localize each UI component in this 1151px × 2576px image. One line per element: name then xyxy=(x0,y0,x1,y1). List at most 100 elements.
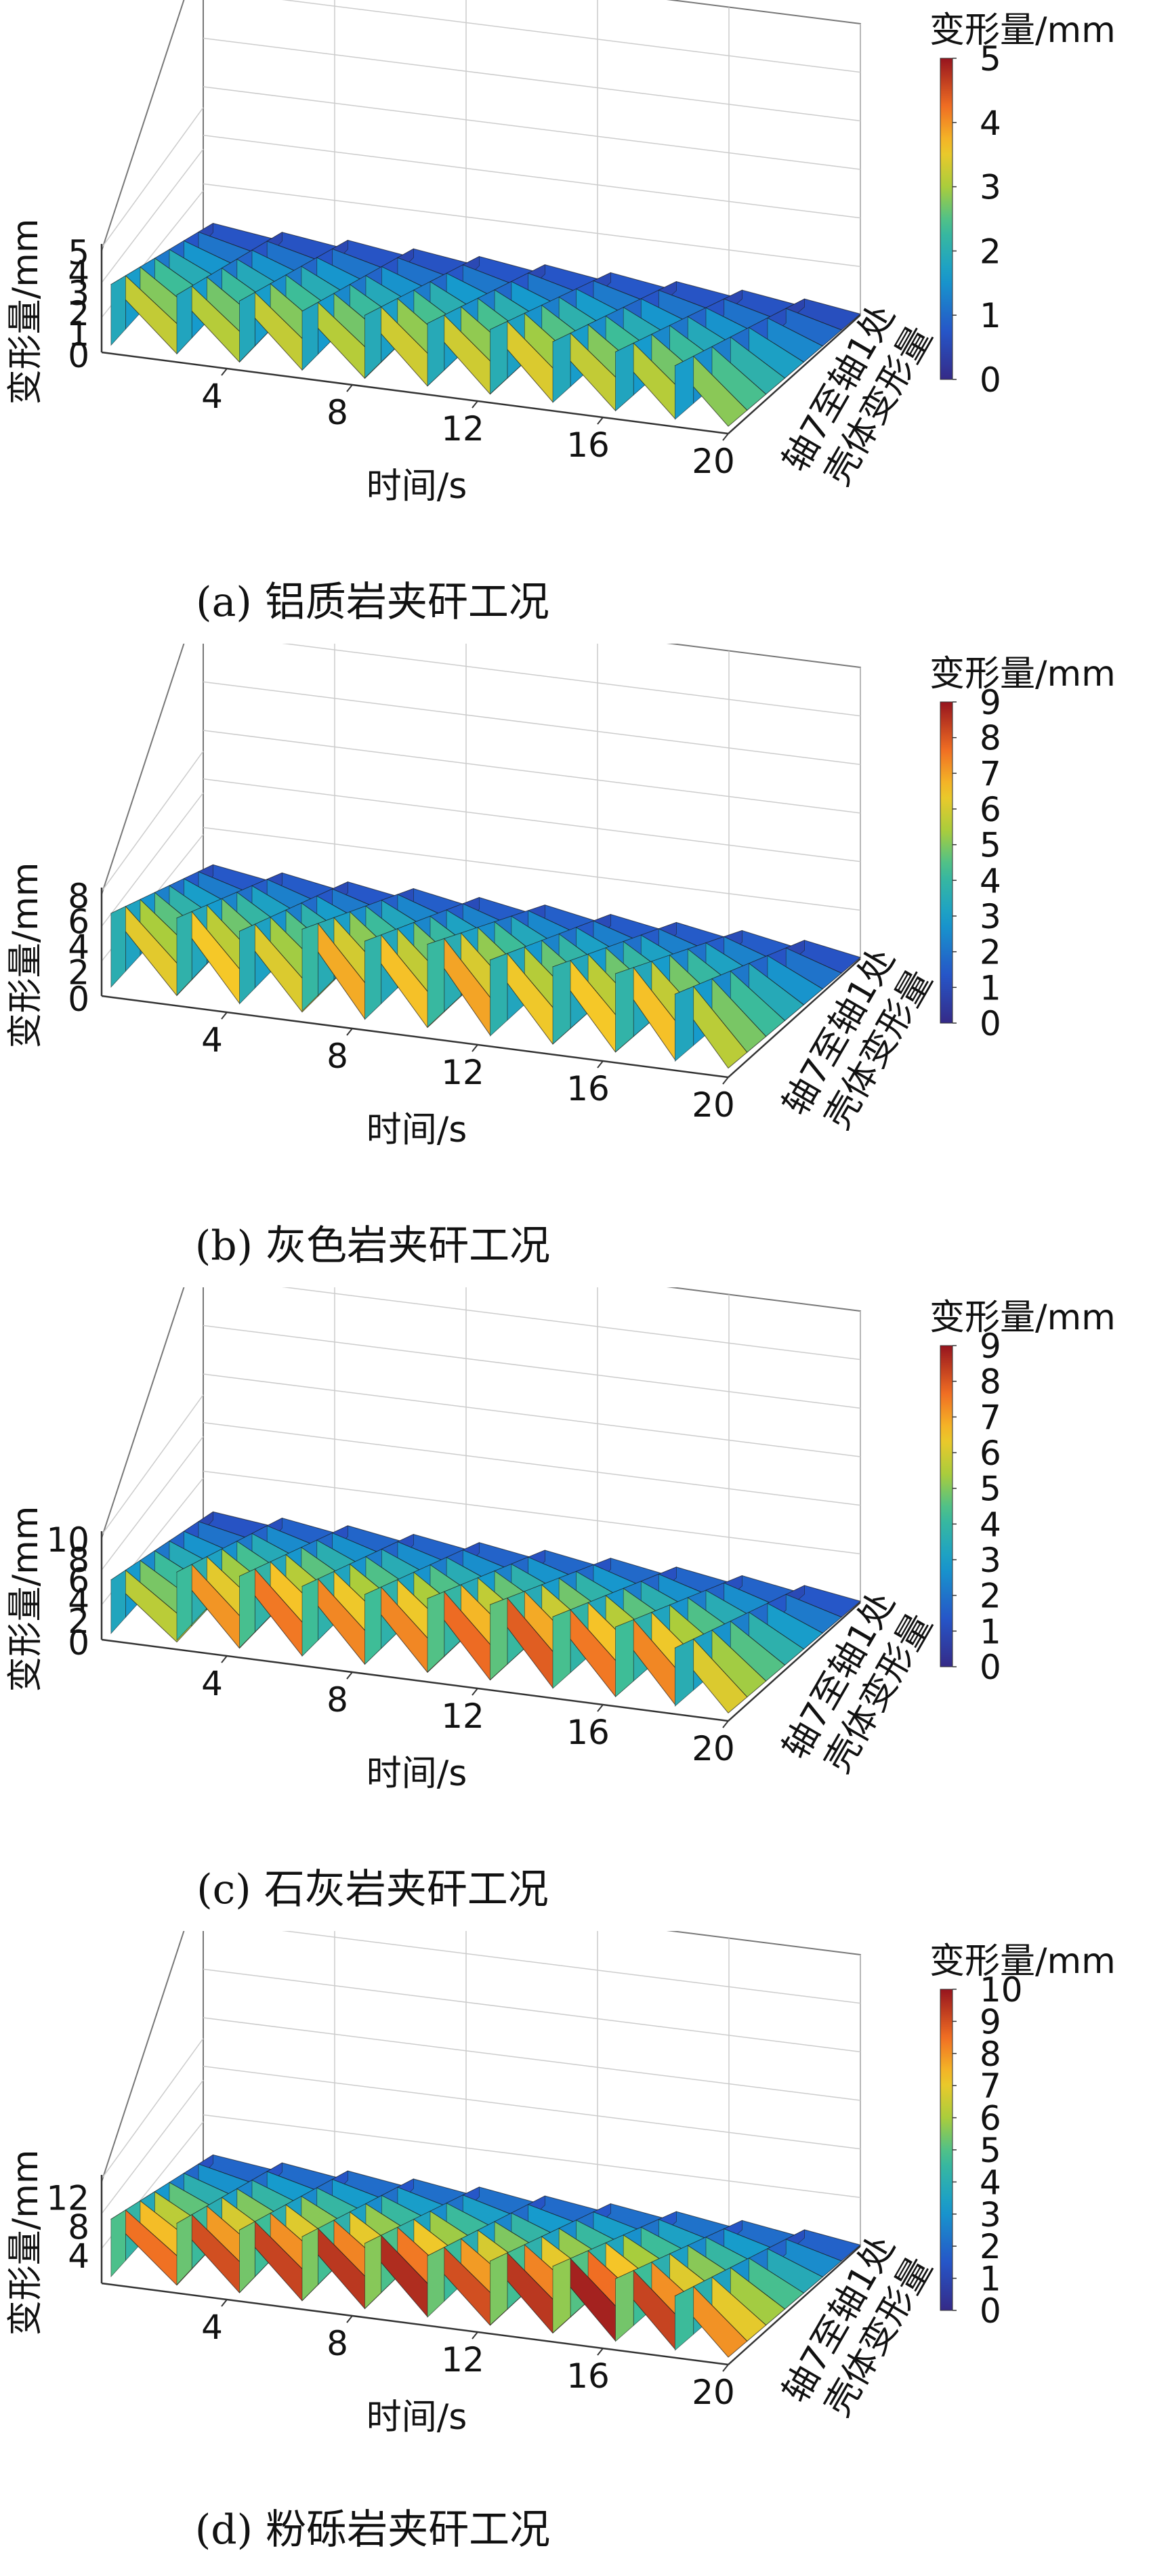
x-tick-label: 20 xyxy=(692,2373,735,2412)
colorbar-tick-label: 0 xyxy=(980,360,1001,400)
surface-patch xyxy=(110,1569,126,1635)
x-tick-label: 16 xyxy=(566,1713,610,1752)
x-tick-label: 16 xyxy=(566,425,610,465)
grid-line xyxy=(203,2017,861,2101)
colorbar-tick-label: 1 xyxy=(980,1612,1001,1651)
z-axis-label: 变形量/mm xyxy=(5,1506,46,1692)
side-wall-frame xyxy=(101,1931,185,2182)
colorbar-tick-label: 2 xyxy=(980,2227,1001,2266)
colorbar-tick-label: 4 xyxy=(980,104,1001,143)
surface-patch xyxy=(364,934,382,1020)
grid-line xyxy=(281,0,861,73)
axes-frame xyxy=(100,644,861,1079)
axes-frame xyxy=(100,1287,861,1722)
surface-patch xyxy=(364,1586,382,1665)
x-axis-line xyxy=(101,2282,729,2366)
surface-patch xyxy=(615,967,634,1053)
colorbar-tick-label: 5 xyxy=(980,826,1001,865)
z-tick-label: 4 xyxy=(68,253,89,293)
z-tick-label: 5 xyxy=(68,233,89,272)
chart-panel-c: 变形量/mm 4 8 12 16 20 时间/s 0 2 4 6 8 10 变形量/mm 轴7至轴1处 壳体… xyxy=(0,1287,1151,1931)
surface-patch xyxy=(427,2247,445,2318)
z-tick-label: 6 xyxy=(68,902,89,942)
x-tick xyxy=(722,1720,729,1728)
colorbar-tick-label: 6 xyxy=(980,790,1001,829)
surface-patch xyxy=(490,320,508,395)
x-axis-label: 时间/s xyxy=(367,1753,467,1794)
grid-line xyxy=(281,1931,861,2004)
x-tick xyxy=(722,2364,729,2372)
x-axis-line xyxy=(101,995,729,1079)
colorbar-gradient xyxy=(940,58,953,380)
surface-patch xyxy=(427,314,445,387)
chart-panel-d: 变形量/mm 4 8 12 16 20 时间/s 4 8 12 变形量/mm 轴7至轴1处 壳体变形量… xyxy=(0,1931,1151,2576)
surface-patch xyxy=(239,1569,255,1648)
colorbar-tick-label: 0 xyxy=(980,1648,1001,1687)
x-tick-label: 8 xyxy=(327,2324,348,2363)
colorbar-title: 变形量/mm xyxy=(929,1297,1116,1338)
colorbar-tick-label: 8 xyxy=(980,1363,1001,1402)
colorbar-tick-label: 4 xyxy=(980,2163,1001,2202)
side-wall-frame xyxy=(101,0,185,251)
colorbar-tick-label: 8 xyxy=(980,2035,1001,2074)
side-wall-frame xyxy=(101,644,185,895)
x-axis-label: 时间/s xyxy=(367,466,467,507)
grid-line xyxy=(203,1470,861,1555)
x-tick-label: 16 xyxy=(566,2356,610,2396)
surface-patch xyxy=(674,986,694,1062)
surface-patch xyxy=(239,291,255,363)
colorbar-tick-label: 2 xyxy=(980,1577,1001,1616)
grid-line xyxy=(101,792,204,927)
colorbar-gradient xyxy=(940,701,953,1024)
surface-patch xyxy=(176,1564,192,1641)
grid-line xyxy=(101,1436,204,1571)
surface-patch xyxy=(110,275,126,346)
x-tick xyxy=(346,2315,353,2323)
x-axis-line xyxy=(101,1638,729,1722)
y-axis-line xyxy=(728,314,861,434)
x-tick-label: 12 xyxy=(441,1053,484,1092)
colorbar-tick-label: 8 xyxy=(980,719,1001,758)
x-tick xyxy=(221,1012,228,1020)
surface-patch xyxy=(239,2221,255,2293)
x-tick-label: 4 xyxy=(201,1020,223,1060)
colorbar-title: 变形量/mm xyxy=(929,1941,1116,1982)
colorbar-gradient xyxy=(940,1345,953,1667)
grid-line xyxy=(203,778,861,863)
x-tick xyxy=(472,1044,478,1052)
surface-patch xyxy=(239,923,255,1005)
z-tick-label: 2 xyxy=(68,953,89,993)
chart-panel-b: 变形量/mm 4 8 12 16 20 时间/s 0 2 4 6 8 变形量/mm 轴7至轴1处 壳体变形… xyxy=(0,644,1151,1287)
x-axis-label: 时间/s xyxy=(367,1110,467,1150)
grid-line xyxy=(203,1968,861,2053)
x-tick-label: 12 xyxy=(441,409,484,449)
z-tick-label: 10 xyxy=(46,1520,89,1560)
surface-mesh xyxy=(110,222,862,427)
surface-patch xyxy=(552,960,571,1045)
x-tick xyxy=(597,1060,604,1068)
surface-patch xyxy=(552,2258,571,2333)
surface-patch xyxy=(176,285,192,355)
z-tick-label: 0 xyxy=(68,1623,89,1663)
x-tick xyxy=(346,1028,353,1036)
y-axis-line xyxy=(728,958,861,1078)
x-axis-label: 时间/s xyxy=(367,2397,467,2438)
x-tick-label: 8 xyxy=(327,1037,348,1076)
colorbar-tick-label: 1 xyxy=(980,296,1001,335)
grid-line xyxy=(281,644,861,717)
surface-patch xyxy=(490,1598,508,1681)
surface-patch xyxy=(364,306,382,379)
colorbar-tick-label: 1 xyxy=(980,968,1001,1007)
x-tick-label: 12 xyxy=(441,2340,484,2380)
y-axis-line xyxy=(728,2245,861,2365)
grid-line xyxy=(101,1394,204,1536)
z-tick-label: 8 xyxy=(68,877,89,916)
surface-patch xyxy=(176,911,192,996)
z-axis-label: 变形量/mm xyxy=(5,219,46,405)
colorbar-tick-label: 0 xyxy=(980,2291,1001,2331)
surface-patch xyxy=(110,2209,126,2278)
